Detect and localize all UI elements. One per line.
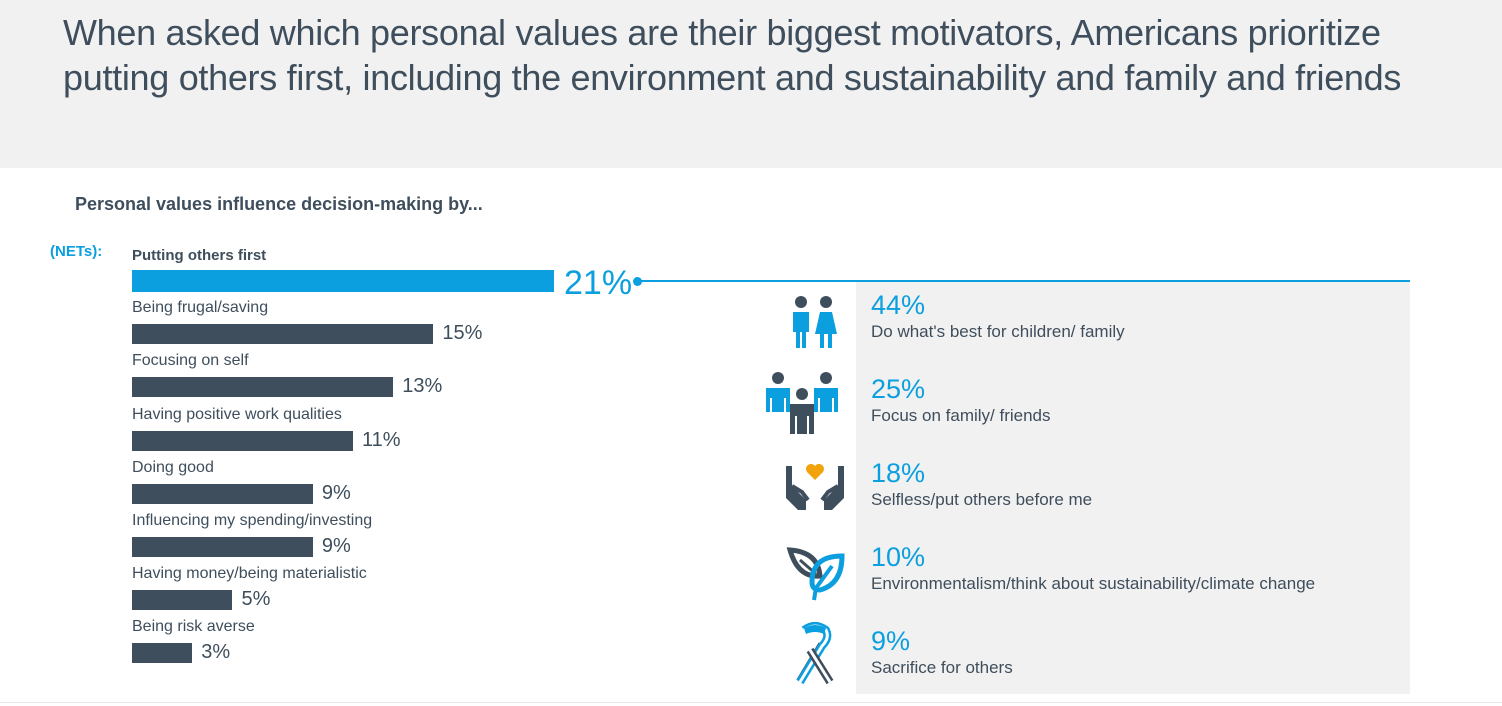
- breakdown-item-selfless: 18% Selfless/put others before me: [0, 458, 1092, 538]
- bar-doing-good: [132, 483, 313, 504]
- bar-influencing-my-spending-investing: [132, 537, 313, 557]
- breakdown-panel: [856, 282, 1410, 694]
- bar-value-label: 13%: [402, 375, 443, 398]
- connector-dot: [633, 277, 642, 286]
- breakdown-item-environment: 10% Environmentalism/think about sustain…: [0, 542, 1315, 622]
- bar-putting-others-first: [132, 270, 554, 292]
- bottom-divider: [0, 702, 1502, 703]
- breakdown-value: 44%: [871, 290, 926, 320]
- breakdown-label: Do what's best for children/ family: [871, 322, 1125, 341]
- bar-having-money-being-materialistic: [132, 590, 233, 611]
- page-title: When asked which personal values are the…: [63, 12, 1402, 98]
- breakdown-label: Sacrifice for others: [871, 658, 1013, 677]
- breakdown-value: 25%: [871, 374, 926, 404]
- bar-value-label: 21%: [564, 264, 633, 302]
- bar-having-positive-work-qualities: [132, 430, 354, 451]
- children-icon: [793, 296, 837, 348]
- bar-focusing-on-self: [132, 377, 394, 398]
- bar-value-label: 3%: [201, 641, 231, 664]
- bar-label: Doing good: [132, 458, 214, 476]
- nets-label: (NETs):: [50, 243, 103, 260]
- bar-label: Having money/being materialistic: [132, 565, 367, 583]
- bar-label: Being risk averse: [132, 618, 255, 636]
- bar-label: Putting others first: [132, 247, 267, 264]
- breakdown-value: 18%: [871, 458, 926, 488]
- bar-value-label: 9%: [321, 481, 351, 504]
- bar-chart: Putting others first 21% Being frugal/savi…: [132, 247, 633, 664]
- connector-line: [640, 280, 1410, 282]
- chart-title: Personal values influence decision-makin…: [75, 194, 483, 214]
- hands-heart-icon: [786, 464, 844, 510]
- bar-label: Focusing on self: [132, 352, 249, 370]
- bar-value-label: 11%: [362, 428, 401, 451]
- header-banner: When asked which personal values are the…: [0, 0, 1502, 168]
- breakdown-label: Selfless/put others before me: [871, 490, 1093, 509]
- bar-label: Influencing my spending/investing: [132, 512, 373, 529]
- family-friends-icon: [766, 372, 838, 434]
- ribbon-icon: [796, 622, 834, 685]
- bar-being-risk-averse: [132, 643, 193, 664]
- bar-label: Being frugal/saving: [132, 299, 269, 317]
- breakdown-item-sacrifice: 9% Sacrifice for others: [0, 622, 1013, 706]
- leaf-icon: [786, 547, 845, 601]
- bar-value-label: 9%: [321, 535, 351, 557]
- breakdown-label: Environmentalism/think about sustainabil…: [871, 574, 1316, 593]
- bar-label: Having positive work qualities: [132, 405, 342, 423]
- breakdown-item-children: 44% Do what's best for children/ family: [0, 290, 1125, 370]
- breakdown-value: 9%: [871, 626, 911, 656]
- bar-value-label: 5%: [241, 588, 271, 611]
- breakdown-value: 10%: [871, 542, 926, 572]
- bar-being-frugal-saving: [132, 324, 434, 345]
- breakdown-label: Focus on family/ friends: [871, 406, 1051, 425]
- breakdown-item-family-friends: 25% Focus on family/ friends: [0, 372, 1051, 454]
- bar-value-label: 15%: [442, 322, 483, 345]
